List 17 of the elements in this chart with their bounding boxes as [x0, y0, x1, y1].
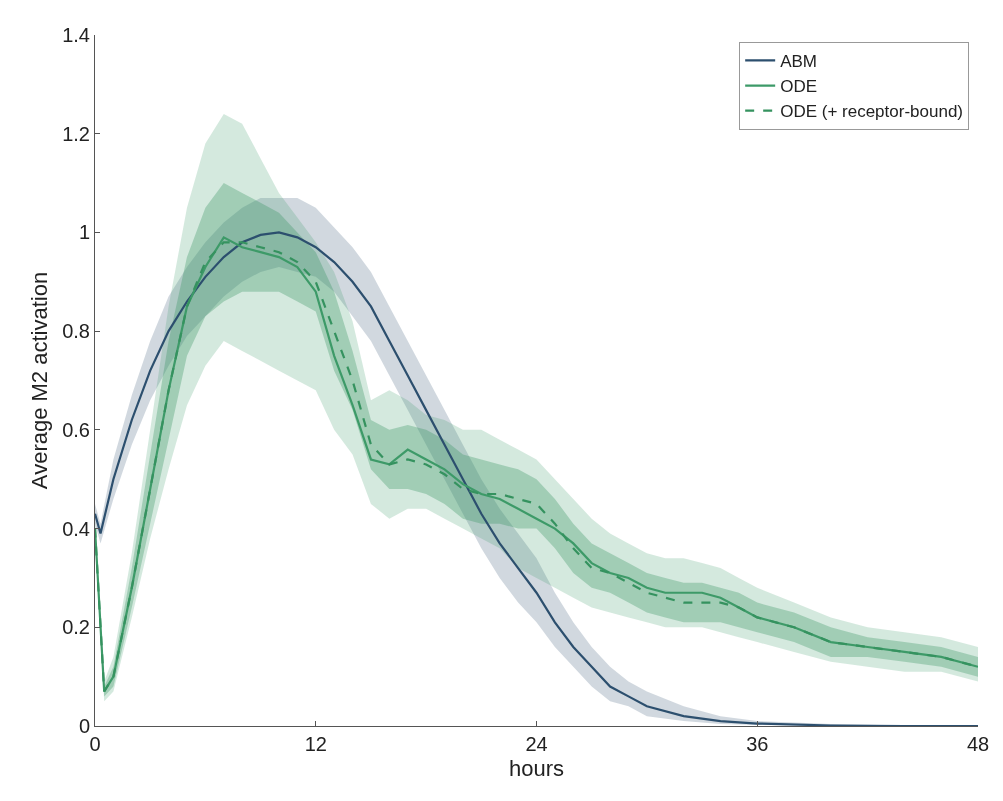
legend-label: ABM: [780, 52, 818, 72]
y-tick-label: 0.8: [62, 320, 90, 343]
x-axis-title: hours: [508, 755, 565, 781]
x-tick-label: 24: [525, 733, 548, 755]
y-tick-label: 0.2: [62, 616, 90, 639]
x-tick-label: 36: [746, 733, 769, 755]
x-tick-label: 12: [304, 733, 327, 755]
y-tick-label: 1: [78, 221, 90, 244]
y-tick-label: 1.2: [62, 122, 90, 145]
y-tick-label: 0.4: [62, 517, 90, 540]
x-tick-label: 48: [966, 733, 990, 755]
y-axis-title: Average M2 activation: [26, 271, 52, 490]
y-tick-label: 0.6: [62, 418, 90, 441]
y-tick-label: 0: [78, 715, 90, 737]
y-tick-label: 1.4: [62, 24, 90, 46]
legend-label: ODE: [780, 77, 818, 97]
legend-label: ODE (+ receptor-bound): [780, 102, 964, 122]
